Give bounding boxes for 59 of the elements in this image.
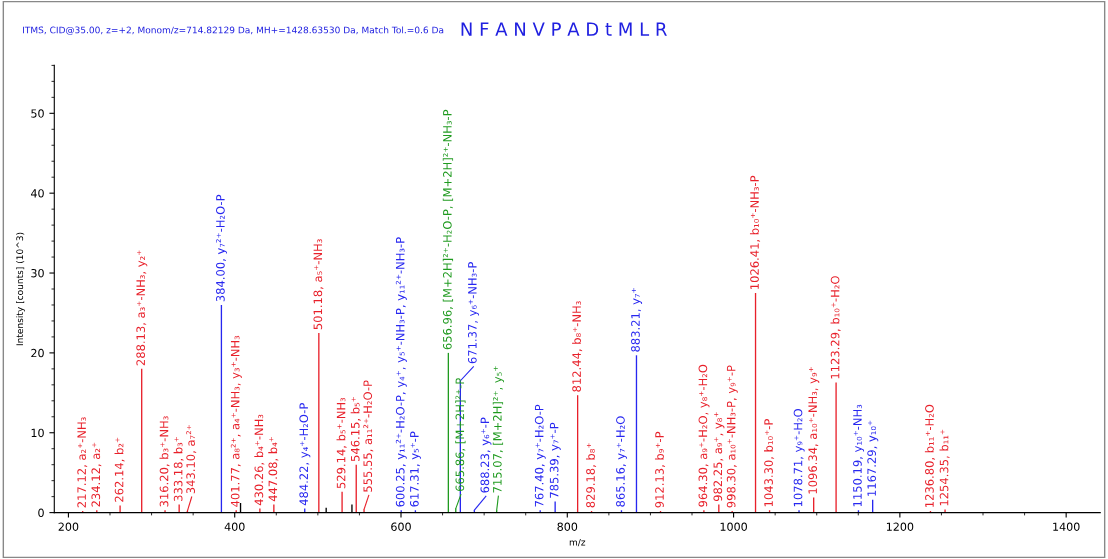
annotation: 964.30, a₉⁺-H₂O, y₈⁺-H₂O [698,364,710,507]
x-tick-label: 800 [557,522,578,531]
annotation: 656.96, [M+2H]²⁺-H₂O-P, [M+2H]²⁺-NH₃-P [442,109,454,350]
annotation: 883.21, y₇⁺ [631,288,643,352]
annotation: 501.18, a₅⁺-NH₃ [313,239,324,330]
annotation: 1043.30, b₁₀⁺-P [764,419,775,507]
chart-title: ITMS, CID@35.00, z=+2, Monom/z=714.82129 Da, MH+=1428.63530 Da, Match Tol.=0.6 Da [23,26,444,35]
annotation: 401.77, a₈²⁺, a₄⁺-NH₃, y₃⁺-NH₃ [230,335,242,507]
annotation: 546.15, b₅⁺ [350,396,361,462]
annotation: 1123.29, b₁₀⁺-H₂O [830,276,841,379]
annotation: 982.25, a₉⁺, y₈⁺ [713,412,725,502]
x-tick-label: 400 [224,522,245,531]
annotation: 617.31, y₅⁺-P [410,431,421,507]
x-tick-label: 1000 [720,522,747,531]
annotation: 384.00, y₇²⁺-H₂O-P [216,194,227,302]
annotation: 671.37, y₆⁺-NH₃-P [467,262,479,364]
annotation: 912.13, b₉⁺-P [654,431,666,508]
annotation: 1078.71, y₉⁺-H₂O [793,409,805,507]
annotation: 262.14, b₂⁺ [114,437,125,502]
annotation: 447.08, b₄⁺ [268,436,279,502]
y-tick-label: 30 [31,269,44,278]
annotation: 1236.80, b₁₁⁺-H₂O [924,404,935,507]
annotation: 785.39, y₇⁺-P [549,422,561,498]
annotation: 288.13, a₃⁺-NH₃, y₂⁺ [136,250,148,366]
annotation: 555.55, a₁₁²⁺-H₂O-P [363,380,374,492]
annotation: 767.40, y₇⁺-H₂O-P [534,404,546,507]
x-tick-label: 600 [391,522,411,531]
annotation: 812.44, b₈⁺-NH₃ [572,301,583,392]
annotation: 688.23, y₆⁺-P [480,417,492,493]
y-tick-label: 50 [31,109,44,118]
annotation: 998.30, a₁₀⁺-NH₃-P, y₉⁺-P [726,365,738,508]
y-tick-label: 40 [30,189,44,198]
annotation: 1254.35, b₁₁⁺ [939,429,950,506]
annotation: 829.18, b₈⁺ [585,443,597,508]
annotation: 529.14, b₅⁺-NH₃ [336,397,347,489]
annotation: 484.22, y₄⁺-H₂O-P [299,403,311,506]
annotation: 1026.41, b₁₀⁺-NH₃-P [749,175,761,289]
annotation: 1096.34, a₁₀⁺-NH₃, y₉⁺ [808,367,820,494]
annotation: 343.10, a₇²⁺ [186,424,197,494]
annotation: 333.18, b₃⁺ [173,436,184,501]
y-tick-label: 0 [38,508,44,517]
x-axis-title: m/z [569,538,586,547]
chart-subtitle: N F A N V P A D t M L R [461,22,667,36]
annotation: 316.20, b₃⁺-NH₃ [159,416,170,507]
annotation: 600.25, y₁₁²⁺-H₂O-P, y₄⁺, y₅⁺-NH₃-P, y₁₁²⁺-NH₃-P [395,237,407,507]
annotation: 1167.29, y₁₀⁺ [867,420,879,496]
x-tick-label: 1400 [1053,522,1080,531]
y-axis-title: Intensity [counts] (10^3) [16,232,25,346]
annotation: 217.12, a₂⁺-NH₃ [77,417,88,508]
y-tick-label: 20 [31,348,44,358]
annotation: 865.16, y₇⁺-H₂O [616,416,628,507]
annotation: 715.07, [M+2H]²⁺, y₅⁺ [492,366,504,493]
annotation: 430.26, b₄⁺-NH₃ [254,414,265,506]
x-tick-label: 200 [58,522,79,531]
annotation: 1150.19, y₁₀⁺-NH₃ [853,404,865,507]
annotation: 234.12, a₂⁺ [91,442,102,507]
annotation: 665.86, [M+2H]²⁺-P [455,378,466,492]
x-tick-label: 1200 [886,522,914,531]
y-tick-label: 10 [31,428,44,438]
